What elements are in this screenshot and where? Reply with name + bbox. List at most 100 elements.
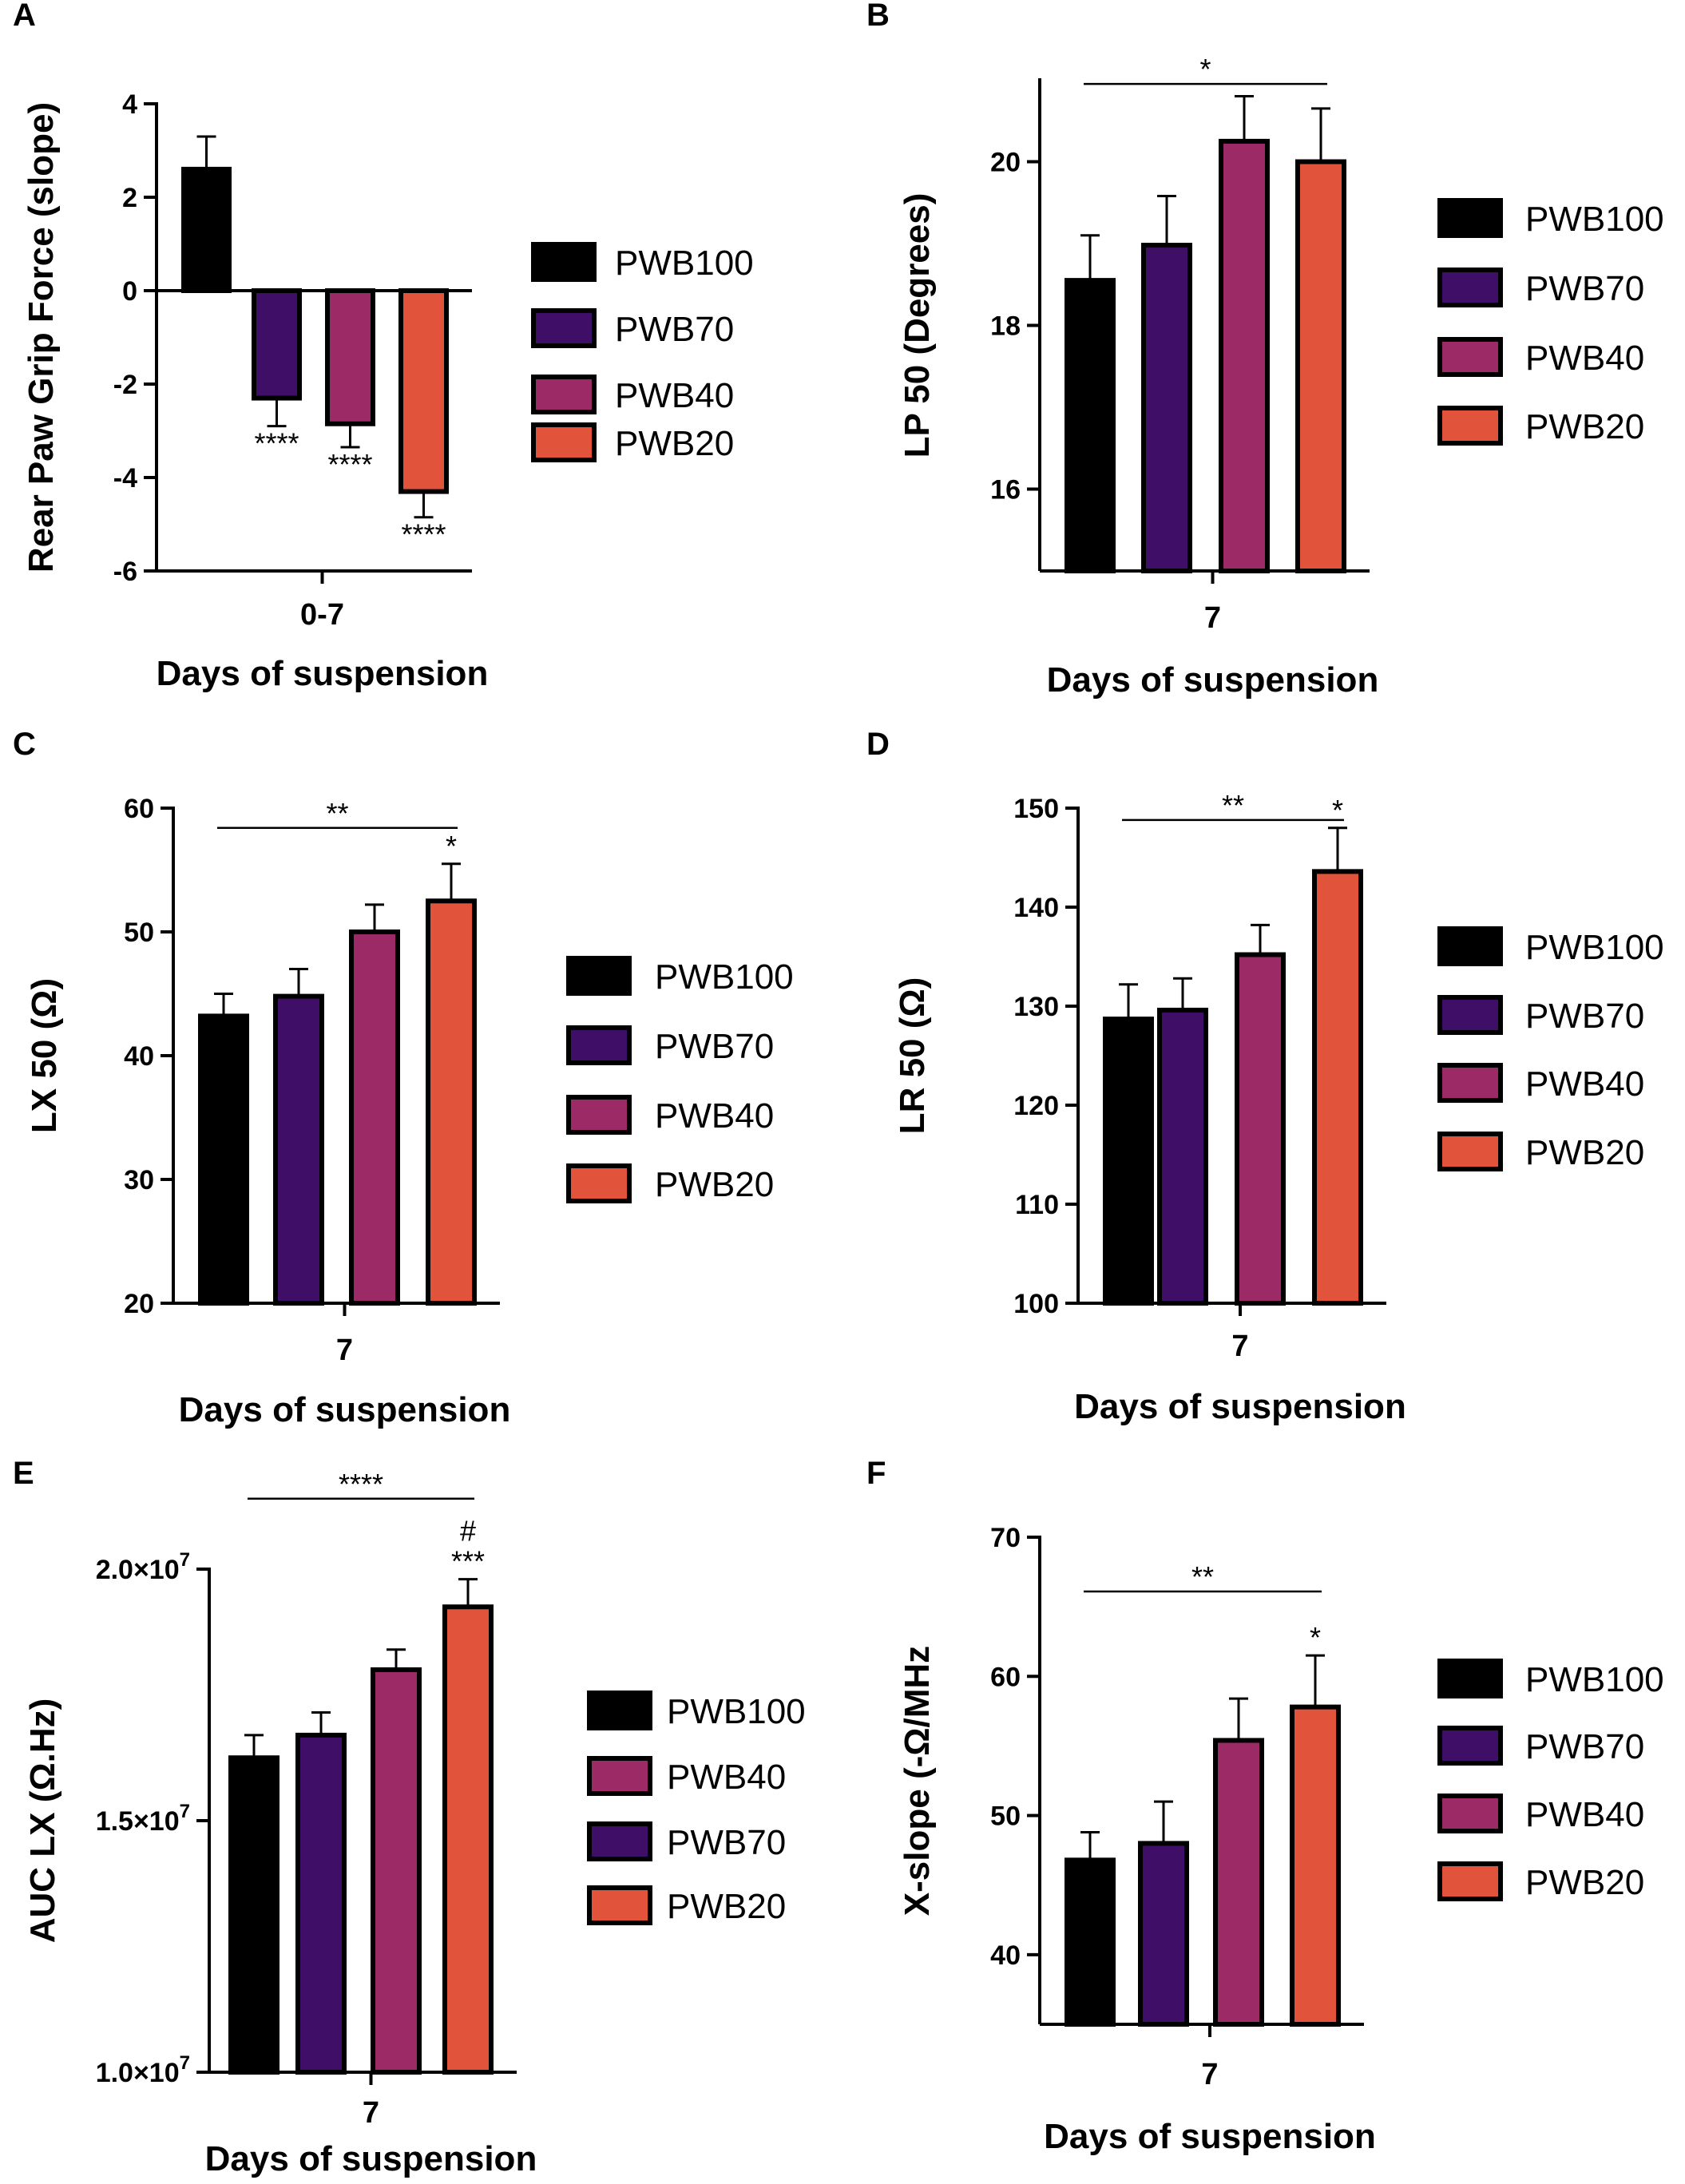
panel-letter: D	[866, 727, 890, 762]
y-tick-label: 110	[1015, 1190, 1059, 1220]
x-axis-title: Days of suspension	[1044, 2117, 1376, 2156]
x-tick-label: 7	[1231, 1330, 1248, 1363]
legend-swatch-pwb40	[587, 1756, 652, 1796]
x-tick-label: 7	[336, 1334, 353, 1367]
x-axis-title: Days of suspension	[1074, 1387, 1406, 1426]
bar-pwb100	[1065, 1857, 1116, 2027]
y-tick-mantissa: 2.0×10	[96, 1555, 180, 1585]
legend-swatch-pwb20	[587, 1885, 652, 1925]
legend-swatch-pwb70	[531, 308, 597, 348]
legend-swatch-pwb100	[1437, 926, 1503, 966]
legend-label: PWB100	[1525, 1660, 1664, 1699]
bar-pwb70	[252, 288, 302, 401]
significance-mark: *	[1332, 794, 1343, 826]
y-tick-exponent: 7	[180, 1801, 190, 1822]
y-tick-label: 60	[990, 1662, 1021, 1692]
y-tick-label: 18	[990, 311, 1021, 342]
legend-swatch-pwb70	[1437, 1726, 1503, 1766]
legend-swatch-pwb70	[566, 1025, 632, 1065]
panel-a: A 0-7 -6 -4 -2 0 2 4 **** **** **** Rear Paw Grip F…	[13, 0, 754, 693]
x-tick-label: 7	[1201, 2058, 1218, 2091]
significance-mark: ****	[401, 518, 446, 551]
legend-label: PWB70	[655, 1027, 774, 1066]
x-axis-title: Days of suspension	[1047, 660, 1379, 700]
legend-label: PWB20	[667, 1887, 786, 1926]
y-tick-exponent: 7	[180, 1549, 190, 1571]
y-tick-label: 120	[1013, 1091, 1059, 1121]
y-tick-label: 40	[990, 1940, 1021, 1971]
y-tick-label: 40	[124, 1041, 154, 1072]
bar-pwb40	[325, 288, 375, 426]
panel-letter: F	[866, 1456, 886, 1491]
legend-label: PWB40	[1525, 339, 1644, 378]
bar-pwb70	[295, 1732, 347, 2075]
legend-label: PWB100	[655, 957, 794, 997]
legend-swatch-pwb20	[1437, 406, 1503, 446]
y-axis-title: LX 50 (Ω)	[25, 978, 64, 1133]
bar-pwb70	[1141, 243, 1192, 573]
legend-swatch-pwb100	[531, 242, 597, 282]
bar-pwb100	[1065, 278, 1116, 573]
y-tick-label: 130	[1013, 992, 1059, 1022]
legend-label: PWB70	[1525, 997, 1644, 1036]
x-axis-title: Days of suspension	[157, 654, 489, 693]
y-tick-label: 60	[124, 794, 154, 824]
legend-label: PWB40	[655, 1096, 774, 1136]
y-tick-label: -4	[113, 463, 137, 493]
legend-label: PWB70	[615, 310, 734, 349]
bar-pwb100	[198, 1013, 249, 1306]
y-tick-mantissa: 1.0×10	[96, 2058, 180, 2088]
x-tick-label: 7	[1204, 601, 1221, 635]
bracket-label: **	[1191, 1560, 1214, 1593]
legend-label: PWB100	[1525, 928, 1664, 967]
significance-mark: ****	[327, 448, 372, 481]
bar-pwb20	[398, 288, 449, 494]
y-axis-title: LP 50 (Degrees)	[898, 193, 937, 458]
x-axis-title: Days of suspension	[205, 2139, 537, 2178]
y-tick-label: 50	[124, 918, 154, 948]
bar-pwb20	[426, 898, 477, 1306]
bracket-label: ****	[339, 1468, 383, 1500]
legend-swatch-pwb40	[1437, 337, 1503, 377]
legend-label: PWB20	[615, 424, 734, 463]
panel-letter: E	[13, 1456, 34, 1491]
y-tick-label: 2	[122, 183, 137, 213]
bar-pwb40	[349, 929, 400, 1306]
bar-pwb100	[228, 1755, 280, 2075]
y-tick-label: 1.0×107	[96, 2052, 190, 2088]
legend-swatch-pwb70	[587, 1821, 652, 1861]
x-tick-label: 7	[363, 2096, 379, 2130]
bar-pwb70	[1157, 1007, 1208, 1306]
bar-pwb40	[371, 1667, 422, 2075]
x-axis-title: Days of suspension	[179, 1390, 511, 1429]
panel-b: B 7 16 18 20 * LP 50 (Degrees) Days of suspensi…	[866, 0, 1664, 700]
bar-pwb20	[1295, 159, 1346, 573]
legend-label: PWB20	[1525, 1133, 1644, 1172]
bracket-label: **	[326, 797, 348, 830]
legend-swatch-pwb70	[1437, 268, 1503, 307]
legend-label: PWB40	[1525, 1064, 1644, 1104]
significance-mark: *	[1310, 1621, 1321, 1654]
significance-hash: #	[460, 1515, 476, 1548]
y-tick-label: 4	[122, 89, 137, 120]
bar-pwb20	[1312, 869, 1363, 1306]
legend-label: PWB70	[1525, 1727, 1644, 1766]
y-axis-title: LR 50 (Ω)	[893, 977, 932, 1135]
panel-letter: B	[866, 0, 890, 33]
legend-swatch-pwb40	[1437, 1794, 1503, 1833]
legend-swatch-pwb100	[566, 956, 632, 996]
y-tick-label: 100	[1013, 1289, 1059, 1319]
y-axis-title: Rear Paw Grip Force (slope)	[22, 102, 61, 573]
legend-label: PWB20	[655, 1165, 774, 1204]
y-axis-title: AUC LX (Ω.Hz)	[23, 1698, 62, 1944]
legend-label: PWB100	[667, 1692, 806, 1731]
y-tick-label: 0	[122, 276, 137, 307]
legend-label: PWB40	[615, 376, 734, 415]
legend-swatch-pwb40	[566, 1095, 632, 1135]
panel-letter: C	[13, 727, 36, 762]
bar-pwb40	[1213, 1738, 1264, 2027]
x-tick-label: 0-7	[300, 598, 344, 632]
y-tick-label: 70	[990, 1523, 1021, 1553]
